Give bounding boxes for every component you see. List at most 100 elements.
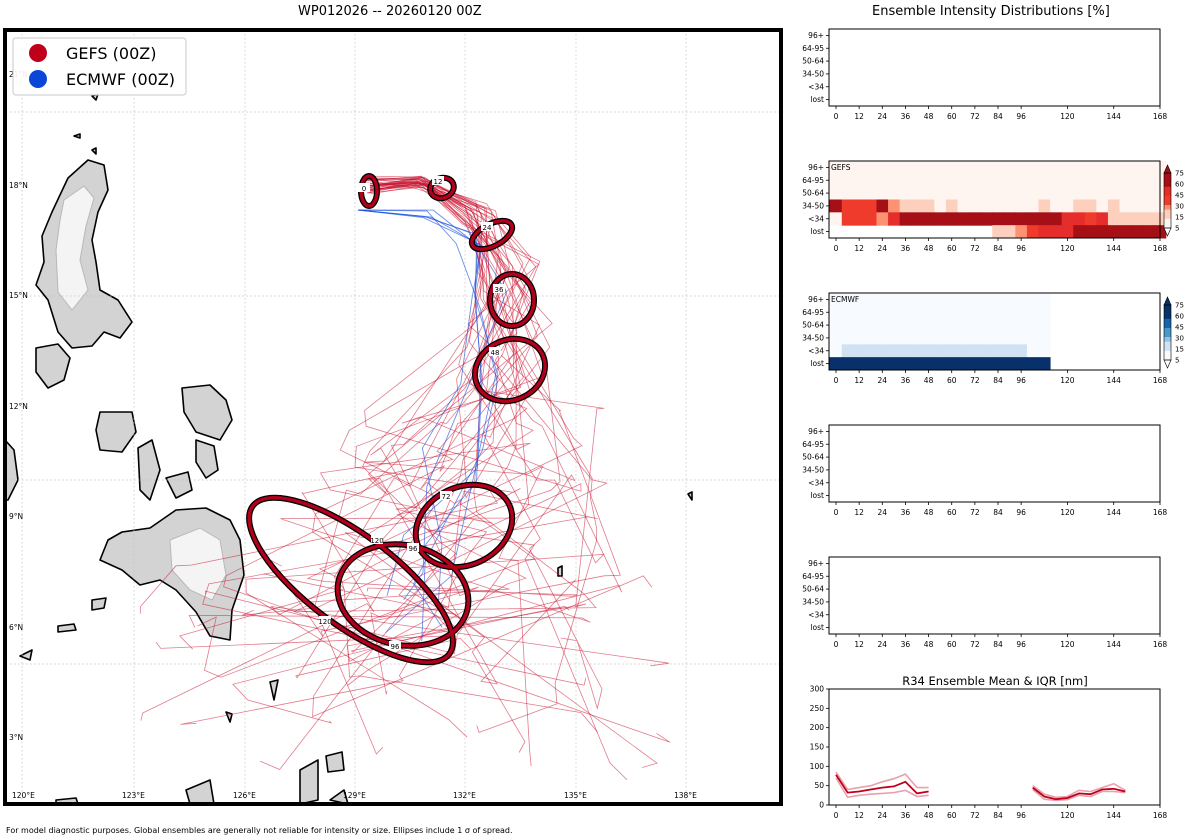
x-tick-label: 144 xyxy=(1107,244,1122,253)
heatmap-cell xyxy=(1015,318,1028,332)
heatmap-cell xyxy=(853,186,866,200)
heatmap-cell xyxy=(1003,186,1016,200)
r34-x-tick-label: 60 xyxy=(947,811,957,820)
colorbar-step xyxy=(1164,327,1171,333)
x-tick-label: 24 xyxy=(878,640,888,649)
x-tick-label: 36 xyxy=(901,508,911,517)
colorbar-tick-label: 15 xyxy=(1175,346,1184,354)
heatmap-cell xyxy=(1015,344,1028,358)
colorbar-step xyxy=(1164,305,1171,310)
heatmap-cell xyxy=(888,344,901,358)
heatmap-cell xyxy=(911,161,924,175)
heatmap-cell xyxy=(1003,331,1016,345)
heatmap-cell xyxy=(1015,186,1028,200)
heatmap-cell xyxy=(1119,173,1132,188)
heatmap-cell xyxy=(922,357,935,371)
colorbar-tick-label: 30 xyxy=(1175,335,1184,343)
ellipse-labels: 0 12 24 36 48 72 96 96 120 120 xyxy=(318,176,505,651)
heatmap-cell xyxy=(945,331,958,345)
heatmap-cell xyxy=(841,331,854,345)
heatmap-cell xyxy=(853,161,866,175)
heatmap-cell xyxy=(1119,161,1132,175)
heatmap-cell xyxy=(992,305,1005,320)
x-tick-label: 84 xyxy=(993,376,1003,385)
colorbar-step xyxy=(1164,177,1171,183)
colorbar-step xyxy=(1164,209,1171,215)
gefs-member-track xyxy=(270,186,621,637)
colorbar-tick-label: 60 xyxy=(1175,313,1184,321)
lon-label: 120°E xyxy=(12,791,35,800)
heatmap-cell xyxy=(1003,199,1016,213)
ellipse-label: 12 xyxy=(434,178,443,186)
heatmap-cell xyxy=(1038,305,1051,320)
r34-x-tick-label: 168 xyxy=(1153,811,1168,820)
y-tick-label: 50-64 xyxy=(802,321,824,330)
x-tick-label: 12 xyxy=(854,376,864,385)
heatmap-cell xyxy=(1073,161,1086,175)
panel-label: ECMWF xyxy=(831,295,859,304)
heatmap-cell xyxy=(1026,186,1039,200)
x-tick-label: 96 xyxy=(1016,112,1026,121)
ellipse-label: 96 xyxy=(409,545,418,553)
heatmap-cell xyxy=(911,318,924,332)
heatmap-cell xyxy=(1142,161,1155,175)
x-tick-label: 60 xyxy=(947,244,957,253)
heatmap-cell xyxy=(841,173,854,188)
track-map[interactable]: 0 12 24 36 48 72 96 96 120 120 21°N 18°N 15°N 12°… xyxy=(0,0,790,812)
colorbar-step xyxy=(1164,173,1171,178)
x-tick-label: 144 xyxy=(1107,640,1122,649)
colorbar-tick-label: 75 xyxy=(1175,302,1184,310)
heatmap-cell xyxy=(945,293,958,307)
heatmap-cell xyxy=(899,305,912,320)
heatmap-cell xyxy=(1096,173,1109,188)
heatmap-cell xyxy=(1015,173,1028,188)
heatmap-cell xyxy=(864,293,877,307)
heatmap-cell xyxy=(957,186,970,200)
heatmap-cell xyxy=(853,357,866,371)
ellipse-label-bg xyxy=(371,535,383,544)
colorbar-extend-bottom xyxy=(1163,359,1172,369)
heatmap-cell xyxy=(1142,212,1155,226)
heatmap-cell xyxy=(957,357,970,371)
lon-label: 123°E xyxy=(122,791,145,800)
lat-labels: 21°N 18°N 15°N 12°N 9°N 6°N 3°N xyxy=(9,70,28,742)
ellipse-label: 0 xyxy=(362,185,366,193)
heatmap-cell xyxy=(1003,318,1016,332)
lat-label: 3°N xyxy=(9,733,23,742)
gefs-member-track xyxy=(333,180,599,733)
heatmap-cell xyxy=(1142,173,1155,188)
heatmap-cell xyxy=(829,173,843,188)
ellipse-label-bg xyxy=(389,641,401,650)
heatmap-cell xyxy=(980,318,993,332)
ecmwf-member-track xyxy=(357,209,497,634)
heatmap-cell xyxy=(922,318,935,332)
ellipse-label-bg xyxy=(481,222,493,231)
heatmap-cell xyxy=(876,293,889,307)
x-tick-label: 36 xyxy=(901,376,911,385)
side-title: Ensemble Intensity Distributions [%] xyxy=(872,4,1110,19)
heatmap-cell xyxy=(829,305,843,320)
x-tick-label: 72 xyxy=(970,244,980,253)
colorbar-tick-label: 5 xyxy=(1175,357,1179,365)
heatmap-cell xyxy=(969,344,982,358)
colorbar-step xyxy=(1164,205,1171,210)
r34-y-tick-label: 150 xyxy=(810,743,825,752)
heatmap-cell xyxy=(1142,186,1155,200)
x-tick-label: 168 xyxy=(1153,640,1168,649)
heatmap-cell xyxy=(829,199,843,213)
y-tick-label: 96+ xyxy=(808,163,824,172)
heatmap-cell xyxy=(1038,212,1051,226)
r34-series-line xyxy=(835,774,929,795)
colorbar-tick-label: 5 xyxy=(1175,225,1179,233)
x-tick-label: 72 xyxy=(970,376,980,385)
heatmap-cell xyxy=(1050,161,1063,175)
heatmap-cell xyxy=(945,212,958,226)
heatmap-cell xyxy=(1084,173,1097,188)
heatmap-cell xyxy=(899,212,912,226)
r34-x-tick-label: 72 xyxy=(970,811,980,820)
heatmap-cell xyxy=(853,293,866,307)
heatmap-cell xyxy=(1026,199,1039,213)
x-tick-label: 48 xyxy=(924,508,934,517)
x-tick-label: 120 xyxy=(1060,112,1075,121)
intensity-panels[interactable]: 96+ 64-95 50-64 34-50 <34 lost 0 12 24 36 48 60 72 84… xyxy=(780,0,1200,840)
